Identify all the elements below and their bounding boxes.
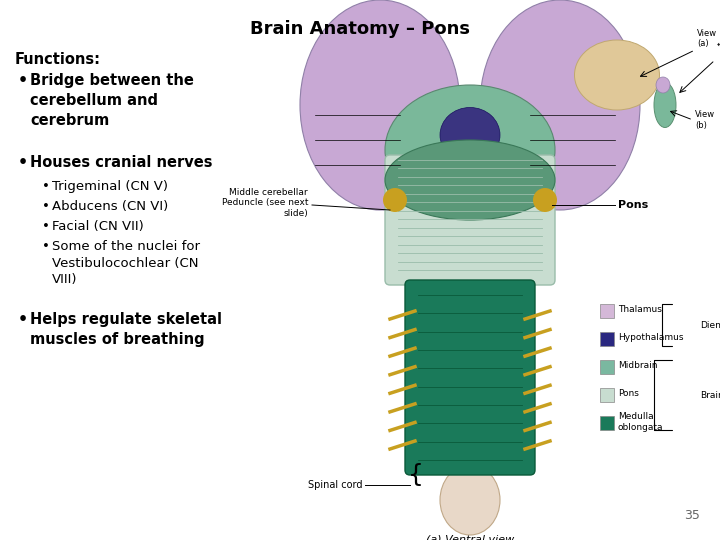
- FancyBboxPatch shape: [405, 280, 535, 475]
- Text: Trigeminal (CN V): Trigeminal (CN V): [52, 180, 168, 193]
- Text: Houses cranial nerves: Houses cranial nerves: [30, 155, 212, 170]
- Ellipse shape: [575, 40, 660, 110]
- Text: View
(a): View (a): [697, 29, 717, 48]
- Text: Hypothalamus: Hypothalamus: [618, 334, 683, 342]
- FancyBboxPatch shape: [600, 304, 614, 318]
- Text: View
(b): View (b): [695, 110, 715, 130]
- Text: Facial (CN VII): Facial (CN VII): [52, 220, 144, 233]
- Text: Midbrain: Midbrain: [618, 361, 657, 370]
- Circle shape: [533, 188, 557, 212]
- Text: Abducens (CN VI): Abducens (CN VI): [52, 200, 168, 213]
- Ellipse shape: [440, 465, 500, 535]
- Text: {: {: [408, 463, 424, 487]
- Text: •: •: [18, 155, 28, 170]
- Text: Bridge between the
cerebellum and
cerebrum: Bridge between the cerebellum and cerebr…: [30, 73, 194, 127]
- Ellipse shape: [480, 0, 640, 210]
- Text: ←View
    (c): ←View (c): [717, 39, 720, 59]
- Text: Pons: Pons: [618, 389, 639, 399]
- Text: •: •: [18, 312, 28, 327]
- FancyBboxPatch shape: [385, 155, 555, 285]
- Text: Brainstem: Brainstem: [700, 390, 720, 400]
- Text: Medulla
oblongata: Medulla oblongata: [618, 413, 664, 431]
- FancyBboxPatch shape: [600, 332, 614, 346]
- Text: 35: 35: [684, 509, 700, 522]
- Text: •: •: [42, 220, 50, 233]
- Ellipse shape: [654, 83, 676, 127]
- Text: Thalamus: Thalamus: [618, 306, 662, 314]
- Text: Diencephalon: Diencephalon: [700, 321, 720, 329]
- Ellipse shape: [385, 140, 555, 220]
- Ellipse shape: [300, 0, 460, 210]
- Text: Helps regulate skeletal
muscles of breathing: Helps regulate skeletal muscles of breat…: [30, 312, 222, 347]
- Text: •: •: [42, 180, 50, 193]
- Ellipse shape: [656, 77, 670, 93]
- Text: (a) Ventral view: (a) Ventral view: [426, 535, 514, 540]
- Circle shape: [383, 188, 407, 212]
- Text: Pons: Pons: [618, 200, 648, 210]
- Ellipse shape: [385, 85, 555, 215]
- Text: Brain Anatomy – Pons: Brain Anatomy – Pons: [250, 20, 470, 38]
- Text: •: •: [42, 200, 50, 213]
- Text: •: •: [42, 240, 50, 253]
- Text: •: •: [18, 73, 28, 88]
- FancyBboxPatch shape: [600, 416, 614, 430]
- Ellipse shape: [440, 107, 500, 163]
- Text: Spinal cord: Spinal cord: [307, 480, 362, 490]
- Text: Functions:: Functions:: [15, 52, 101, 67]
- FancyBboxPatch shape: [600, 360, 614, 374]
- FancyBboxPatch shape: [600, 388, 614, 402]
- Text: Middle cerebellar
Peduncle (see next
slide): Middle cerebellar Peduncle (see next sli…: [222, 188, 308, 218]
- Text: Some of the nuclei for
Vestibulocochlear (CN
VIII): Some of the nuclei for Vestibulocochlear…: [52, 240, 200, 286]
